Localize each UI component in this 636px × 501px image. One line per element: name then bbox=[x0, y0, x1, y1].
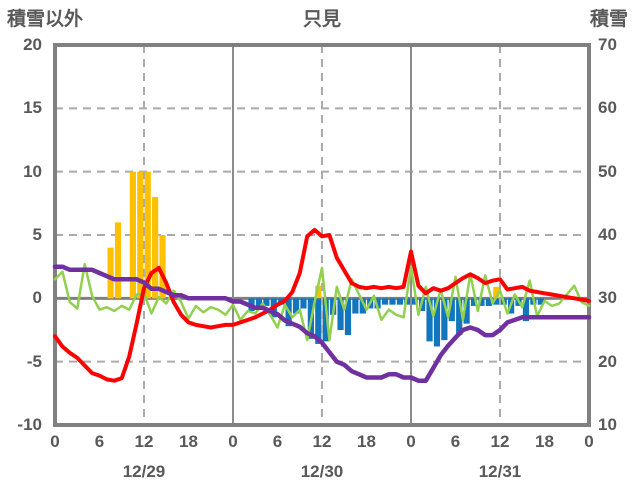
blue-bar bbox=[470, 298, 478, 306]
blue-bar bbox=[263, 298, 270, 306]
left-axis-tick-label: 5 bbox=[32, 225, 42, 244]
right-axis-title: 積雪 bbox=[589, 9, 628, 30]
x-axis-date-label: 12/30 bbox=[300, 462, 344, 481]
blue-bar bbox=[389, 298, 396, 305]
x-axis-hour-label: 6 bbox=[94, 432, 105, 451]
left-axis-tick-label: -10 bbox=[17, 415, 42, 434]
blue-bar bbox=[352, 298, 359, 314]
orange-bar bbox=[114, 222, 122, 299]
blue-bar bbox=[255, 298, 263, 310]
x-axis-hour-label: 0 bbox=[406, 432, 416, 451]
orange-bar bbox=[107, 247, 114, 299]
blue-bar bbox=[359, 298, 366, 314]
x-axis-hour-label: 12 bbox=[134, 432, 154, 451]
plot-frame bbox=[53, 43, 591, 427]
left-axis-tick-label: 10 bbox=[23, 161, 42, 181]
blue-bar bbox=[448, 298, 455, 322]
chart-title: 只見 bbox=[302, 9, 341, 30]
left-axis-tick-label: -5 bbox=[26, 351, 42, 371]
x-axis-hour-label: 0 bbox=[584, 432, 594, 451]
orange-bar bbox=[144, 171, 151, 299]
blue-bar bbox=[381, 298, 389, 305]
x-axis-hour-label: 18 bbox=[357, 432, 376, 451]
orange-bar bbox=[159, 235, 166, 299]
right-axis-tick-label: 70 bbox=[598, 35, 617, 54]
right-axis-tick-label: 40 bbox=[598, 225, 617, 244]
blue-bar bbox=[493, 298, 500, 305]
x-axis-hour-label: 0 bbox=[50, 432, 60, 451]
blue-bar bbox=[396, 298, 403, 305]
blue-bar bbox=[522, 298, 530, 322]
blue-bar bbox=[337, 298, 344, 330]
blue-bar bbox=[537, 298, 544, 305]
x-axis-date-label: 12/29 bbox=[122, 462, 166, 481]
blue-bar bbox=[456, 298, 463, 336]
blue-bar bbox=[411, 298, 418, 305]
right-axis-tick-label: 60 bbox=[598, 98, 617, 118]
x-axis-hour-label: 6 bbox=[450, 432, 461, 451]
blue-bar bbox=[404, 298, 411, 305]
blue-bar bbox=[478, 298, 485, 306]
blue-bar bbox=[463, 298, 470, 324]
left-axis-tick-label: 15 bbox=[23, 98, 42, 118]
right-axis-tick-label: 10 bbox=[598, 415, 617, 434]
blue-bar bbox=[344, 298, 352, 336]
orange-bar bbox=[493, 286, 500, 299]
right-axis-tick-label: 50 bbox=[598, 161, 617, 181]
orange-bar bbox=[129, 171, 136, 299]
blue-bar bbox=[426, 298, 433, 342]
x-axis-hour-label: 6 bbox=[272, 432, 283, 451]
orange-bar bbox=[315, 285, 322, 299]
blue-bar bbox=[315, 298, 322, 344]
blue-bar bbox=[322, 298, 329, 342]
x-axis-hour-label: 0 bbox=[228, 432, 238, 451]
orange-bar bbox=[137, 171, 144, 299]
x-axis-hour-label: 18 bbox=[535, 432, 554, 451]
blue-bar bbox=[300, 298, 307, 309]
right-axis-tick-label: 20 bbox=[598, 351, 617, 371]
blue-bar bbox=[485, 298, 492, 306]
right-axis-tick-label: 30 bbox=[598, 288, 617, 308]
red-line bbox=[53, 227, 591, 383]
x-axis-date-label: 12/31 bbox=[478, 462, 522, 481]
blue-bar bbox=[374, 298, 381, 309]
blue-bar bbox=[433, 298, 441, 347]
left-axis-tick-label: 20 bbox=[23, 35, 42, 54]
blue-bar bbox=[292, 298, 300, 314]
x-axis-hour-label: 18 bbox=[179, 432, 198, 451]
left-axis-tick-label: 0 bbox=[32, 288, 42, 308]
purple-line bbox=[52, 264, 592, 383]
x-axis-hour-label: 12 bbox=[312, 432, 332, 451]
orange-bar bbox=[152, 197, 159, 299]
x-axis-hour-label: 12 bbox=[490, 432, 510, 451]
blue-bar bbox=[441, 298, 448, 341]
left-axis-title: 積雪以外 bbox=[7, 9, 84, 30]
